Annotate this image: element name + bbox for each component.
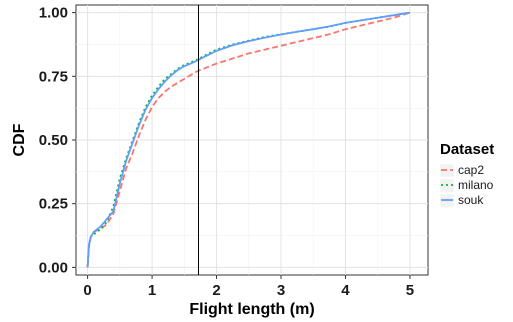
series-lines: [86, 11, 411, 268]
x-tick-label: 1: [148, 282, 156, 299]
x-tick-label: 0: [83, 282, 91, 299]
legend-label: souk: [458, 193, 484, 207]
legend-title: Dataset: [440, 141, 494, 158]
y-tick-label: 0.25: [39, 196, 68, 213]
x-axis-title: Flight length (m): [189, 301, 314, 318]
y-tick-label: 0.75: [39, 68, 68, 85]
legend-label: cap2: [458, 163, 484, 177]
y-tick-label: 0.00: [39, 259, 68, 276]
y-tick-label: 1.00: [39, 5, 68, 22]
x-tick-label: 4: [341, 282, 350, 299]
x-tick-label: 2: [212, 282, 220, 299]
series-line-souk: [86, 11, 411, 268]
legend-label: milano: [458, 178, 494, 192]
legend-item-milano: milano: [439, 178, 494, 193]
y-axis-title: CDF: [11, 123, 28, 156]
axes: 0 1 2 3 4 5 0.00 0.25 0.50 0.75 1.00: [39, 5, 414, 299]
y-tick-label: 0.50: [39, 132, 68, 149]
grid-lines: [76, 5, 428, 275]
legend-item-souk: souk: [439, 193, 484, 208]
x-tick-label: 3: [277, 282, 285, 299]
x-tick-label: 5: [406, 282, 414, 299]
series-line-cap2: [86, 11, 411, 268]
legend-item-cap2: cap2: [439, 163, 484, 178]
